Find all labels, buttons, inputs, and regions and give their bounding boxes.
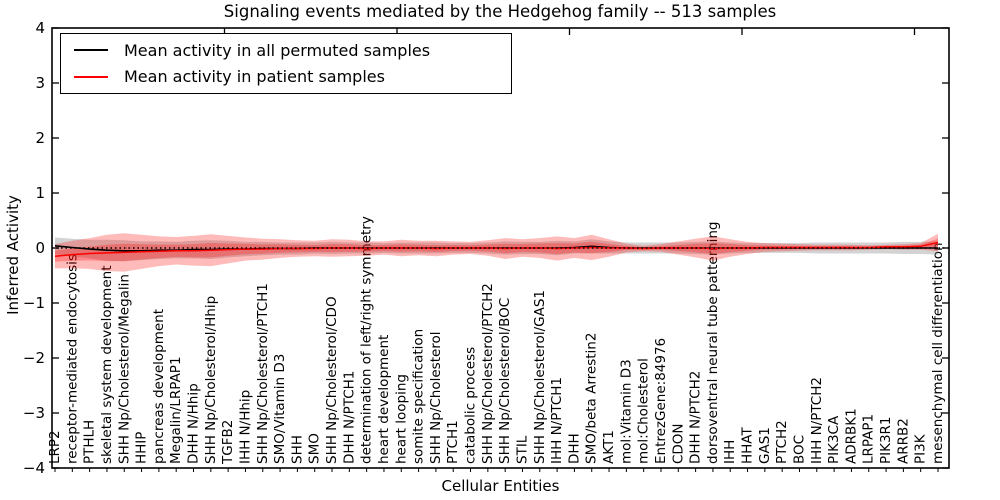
- x-tick-label: catabolic process: [463, 347, 479, 464]
- patient-std-band-inner: [55, 238, 938, 262]
- y-tick-label: −1: [23, 294, 45, 312]
- y-tick-label: 2: [35, 129, 45, 147]
- x-tick-label: pancreas development: [151, 309, 167, 464]
- x-tick-label: IHH: [722, 440, 738, 464]
- x-tick-label: SHH Np/Cholesterol: [428, 331, 444, 464]
- x-tick-label: DHH: [566, 433, 582, 464]
- x-tick-label: SHH Np/Cholesterol/PTCH1: [255, 283, 271, 464]
- x-tick-label: determination of left/right symmetry: [359, 216, 375, 464]
- x-tick-label: PIK3R1: [878, 416, 894, 464]
- x-tick-label: receptor-mediated endocytosis: [64, 254, 80, 464]
- legend: Mean activity in all permuted samples Me…: [60, 33, 512, 94]
- x-tick-label: mol:Vitamin D3: [618, 359, 634, 464]
- y-tick-label: −4: [23, 459, 45, 477]
- x-tick-label: Megalin/LRPAP1: [168, 356, 184, 464]
- patient-std-band-outer: [55, 233, 938, 272]
- x-tick-label: SHH Np/Cholesterol/Megalin: [116, 274, 132, 464]
- x-tick-label: SHH: [289, 435, 305, 464]
- x-tick-label: SMO/beta Arrestin2: [584, 333, 600, 464]
- x-tick-label: TGFB2: [220, 420, 236, 465]
- x-tick-label: dorsoventral neural tube patterning: [705, 222, 721, 464]
- x-tick-label: LRPAP1: [861, 414, 877, 464]
- y-tick-label: 3: [35, 74, 45, 92]
- legend-item-permuted: Mean activity in all permuted samples: [61, 38, 511, 62]
- x-tick-label: skeletal system development: [99, 266, 115, 465]
- x-tick-label: PI3K: [913, 433, 929, 464]
- y-tick-label: −3: [23, 404, 45, 422]
- x-tick-label: SHH Np/Cholesterol/CDO: [324, 296, 340, 464]
- legend-label-patient: Mean activity in patient samples: [124, 67, 385, 87]
- x-tick-label: somite specification: [411, 329, 427, 464]
- x-tick-label: SHH Np/Cholesterol/Hhip: [203, 296, 219, 464]
- legend-item-patient: Mean activity in patient samples: [61, 65, 511, 89]
- x-tick-label: DHH N/PTCH2: [688, 371, 704, 464]
- x-tick-label: IHH N/PTCH1: [549, 377, 565, 464]
- x-tick-label: HHIP: [134, 432, 150, 464]
- x-tick-label: AKT1: [601, 430, 617, 464]
- x-tick-label: IHH N/PTCH2: [809, 377, 825, 464]
- x-tick-label: SMO/Vitamin D3: [272, 354, 288, 464]
- x-tick-label: SHH Np/Cholesterol/PTCH2: [480, 283, 496, 464]
- x-tick-label: GAS1: [757, 427, 773, 464]
- x-tick-label: heart looping: [393, 374, 409, 464]
- y-tick-label: −2: [23, 349, 45, 367]
- x-tick-label: HHAT: [740, 427, 756, 464]
- axis-frame: [51, 27, 950, 469]
- x-axis-title: Cellular Entities: [441, 477, 560, 495]
- x-tick-label: DHH N/Hhip: [186, 383, 202, 464]
- x-tick-label: heart development: [376, 335, 392, 464]
- x-tick-label: STIL: [514, 435, 530, 464]
- x-tick-label: EntrezGene:84976: [653, 338, 669, 464]
- y-tick-label: 1: [35, 184, 45, 202]
- legend-line-sample-black: [74, 49, 108, 52]
- x-tick-label: PTCH2: [774, 420, 790, 464]
- x-tick-label: ADRBK1: [843, 408, 859, 464]
- y-axis-title: Inferred Activity: [4, 195, 22, 315]
- x-tick-label: SHH Np/Cholesterol/GAS1: [532, 290, 548, 464]
- x-tick-label: PTCH1: [445, 420, 461, 464]
- x-tick-label: CDON: [670, 423, 686, 464]
- x-tick-label: DHH N/PTCH1: [341, 371, 357, 464]
- legend-label-permuted: Mean activity in all permuted samples: [124, 40, 431, 60]
- legend-line-sample-red: [74, 75, 108, 78]
- permuted-std-band: [55, 237, 938, 262]
- x-tick-label: PIK3CA: [826, 415, 842, 464]
- x-tick-label: mol:Cholesterol: [636, 358, 652, 464]
- x-tick-label: BOC: [791, 435, 807, 464]
- x-tick-label: LRP2: [47, 430, 63, 464]
- x-tick-label: SMO: [307, 433, 323, 464]
- y-tick-label: 4: [35, 19, 45, 37]
- x-tick-label: IHH N/Hhip: [237, 390, 253, 464]
- x-tick-label: mesenchymal cell differentiation: [930, 242, 946, 464]
- y-tick-label: 0: [35, 239, 45, 257]
- x-tick-label: SHH Np/Cholesterol/BOC: [497, 298, 513, 464]
- x-tick-label: ARRB2: [895, 418, 911, 464]
- x-tick-label: PTHLH: [82, 420, 98, 464]
- chart-title: Signaling events mediated by the Hedgeho…: [223, 2, 777, 21]
